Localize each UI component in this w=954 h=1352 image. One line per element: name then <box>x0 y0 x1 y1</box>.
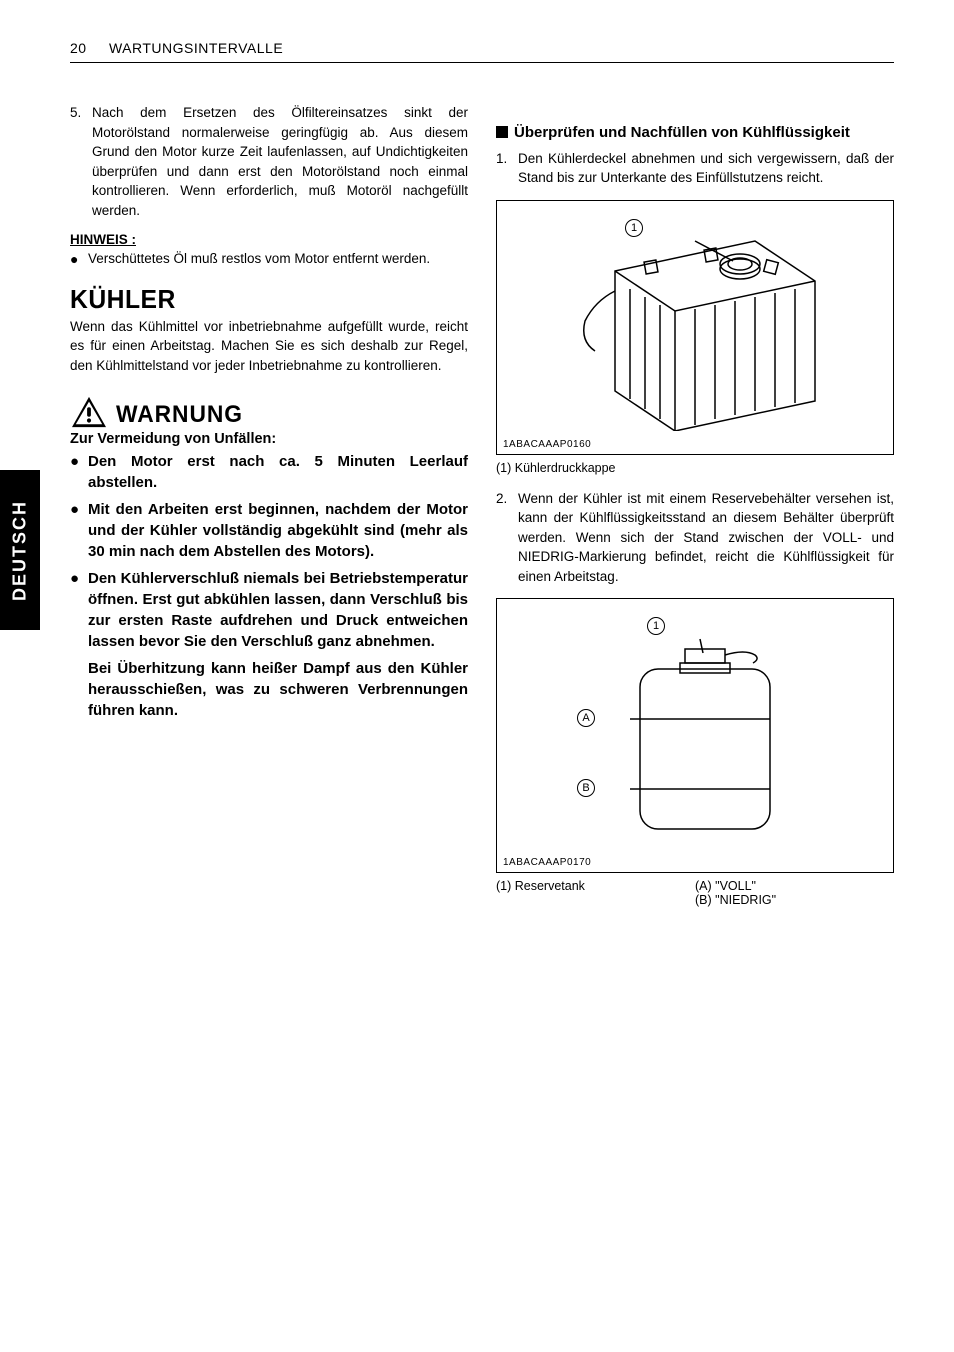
bullet-mark: ● <box>70 499 88 562</box>
content-columns: 5. Nach dem Ersetzen des Ölfiltereinsatz… <box>70 103 894 907</box>
warning-block: WARNUNG Zur Vermeidung von Unfällen: ● D… <box>70 395 468 721</box>
ordered-item-2: 2. Wenn der Kühler ist mit einem Reserve… <box>496 489 894 587</box>
section-title-header: WARTUNGSINTERVALLE <box>109 40 283 56</box>
page-number: 20 <box>70 40 87 56</box>
figure-id: 1ABACAAAP0170 <box>503 857 591 868</box>
figure-caption-2: (1) Reservetank (A) "VOLL" (B) "NIEDRIG" <box>496 879 894 907</box>
item-text: Wenn der Kühler ist mit einem Reservebeh… <box>518 489 894 587</box>
warning-b3: Den Kühlerverschluß niemals bei Betriebs… <box>88 568 468 652</box>
caption-right-a: (A) "VOLL" <box>695 879 894 893</box>
bullet-mark: ● <box>70 568 88 652</box>
warning-list: ● Den Motor erst nach ca. 5 Minuten Leer… <box>70 451 468 721</box>
callout-1: 1 <box>625 219 643 237</box>
radiator-drawing <box>555 211 835 431</box>
language-tab: DEUTSCH <box>0 470 40 630</box>
kuhler-body: Wenn das Kühlmittel vor inbetriebnahme a… <box>70 317 468 376</box>
warning-word: WARNUNG <box>116 401 243 429</box>
caption-right-b: (B) "NIEDRIG" <box>695 893 894 907</box>
warning-subtitle: Zur Vermeidung von Unfällen: <box>70 431 468 447</box>
figure-id: 1ABACAAAP0160 <box>503 439 591 450</box>
hinweis-label: HINWEIS : <box>70 232 468 247</box>
caption-left: (1) Reservetank <box>496 879 695 907</box>
warning-triangle-icon <box>70 395 108 429</box>
bullet-mark: ● <box>70 249 88 269</box>
square-icon <box>496 126 508 138</box>
tank-drawing <box>585 619 805 849</box>
figure-caption-1: (1) Kühlerdruckkappe <box>496 461 894 475</box>
item-number: 5. <box>70 103 92 220</box>
right-column: Überprüfen und Nachfüllen von Kühlflüssi… <box>496 103 894 907</box>
warning-b1: Den Motor erst nach ca. 5 Minuten Leerla… <box>88 451 468 493</box>
hinweis-text: Verschüttetes Öl muß restlos vom Motor e… <box>88 249 468 269</box>
page-header: 20 WARTUNGSINTERVALLE <box>70 40 894 63</box>
warning-b2: Mit den Arbeiten erst beginnen, nachdem … <box>88 499 468 562</box>
item-number: 1. <box>496 149 518 188</box>
item-number: 2. <box>496 489 518 587</box>
kuhler-title: KÜHLER <box>70 284 448 315</box>
item-text: Nach dem Ersetzen des Ölfiltereinsatzes … <box>92 103 468 220</box>
ordered-item-5: 5. Nach dem Ersetzen des Ölfiltereinsatz… <box>70 103 468 220</box>
figure-radiator: 1 1ABACAAAP0160 <box>496 200 894 455</box>
subsection-title: Überprüfen und Nachfüllen von Kühlflüssi… <box>514 123 850 143</box>
bullet-mark: ● <box>70 451 88 493</box>
item-text: Den Kühlerdeckel abnehmen und sich verge… <box>518 149 894 188</box>
ordered-item-1: 1. Den Kühlerdeckel abnehmen und sich ve… <box>496 149 894 188</box>
warning-b3-cont: Bei Überhitzung kann heißer Dampf aus de… <box>88 658 468 721</box>
subsection-heading: Überprüfen und Nachfüllen von Kühlflüssi… <box>496 123 894 143</box>
figure-tank: 1 A B 1ABACAAAP0170 <box>496 598 894 873</box>
left-column: 5. Nach dem Ersetzen des Ölfiltereinsatz… <box>70 103 468 907</box>
hinweis-list: ● Verschüttetes Öl muß restlos vom Motor… <box>70 249 468 269</box>
